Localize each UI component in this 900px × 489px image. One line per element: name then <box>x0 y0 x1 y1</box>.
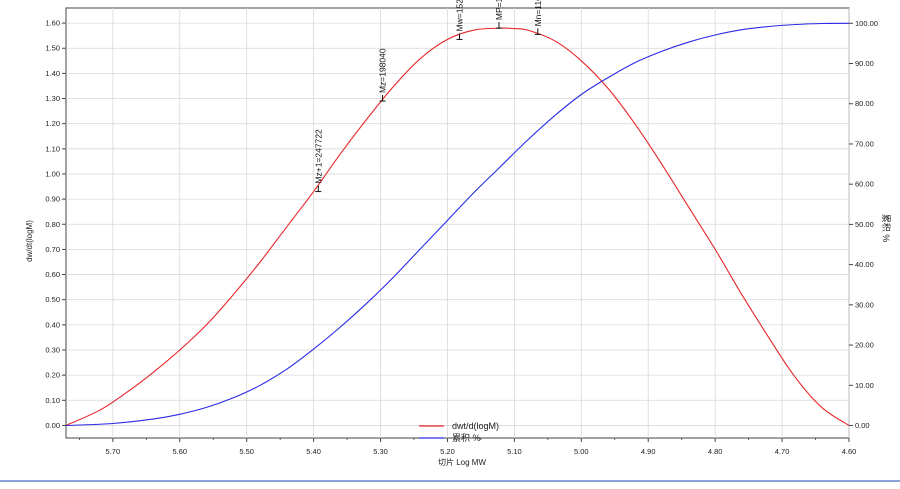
x-tick-label: 5.10 <box>507 447 522 456</box>
axis-layer: 5.70 5.60 5.50 5.40 5.30 5.20 5.10 5.00 4.90 4.80… <box>45 19 878 456</box>
y-right-tick-label: 10.00 <box>855 381 874 390</box>
x-tick-label: 5.60 <box>172 447 187 456</box>
series-layer <box>65 22 850 427</box>
y-left-tick-label: 0.10 <box>45 396 60 405</box>
y-left-tick-label: 0.80 <box>45 220 60 229</box>
x-tick-label: 5.40 <box>306 447 321 456</box>
y-left-tick-label: 0.00 <box>45 421 60 430</box>
y-left-tick-label: 0.50 <box>45 295 60 304</box>
y-left-tick-label: 0.20 <box>45 371 60 380</box>
grid <box>66 8 850 438</box>
y-left-tick-label: 0.70 <box>45 245 60 254</box>
y-left-tick-label: 0.90 <box>45 195 60 204</box>
x-tick-label: 4.90 <box>641 447 656 456</box>
x-tick-label: 5.30 <box>373 447 388 456</box>
y-right-tick-label: 30.00 <box>855 300 874 309</box>
x-tick-label: 5.00 <box>574 447 589 456</box>
marker-label: Mn=116218 <box>533 0 543 26</box>
y-right-tick-label: 20.00 <box>855 341 874 350</box>
y-right-tick-label: 0.00 <box>855 421 870 430</box>
x-tick-label: 5.50 <box>239 447 254 456</box>
x-tick-label: 4.60 <box>842 447 857 456</box>
y-right-tick-label: 100.00 <box>855 19 878 28</box>
y-axis-right-label: 累积 % <box>881 214 892 243</box>
y-left-tick-label: 1.00 <box>45 169 60 178</box>
marker-label: MP=132875 <box>494 0 504 20</box>
y-left-tick-label: 0.30 <box>45 345 60 354</box>
x-tick-label: 5.70 <box>106 447 121 456</box>
legend: dwt/d(logM) 累积 % <box>419 421 499 443</box>
y-right-tick-label: 70.00 <box>855 139 874 148</box>
y-left-tick-label: 0.40 <box>45 320 60 329</box>
x-tick-label: 4.80 <box>708 447 723 456</box>
y-right-tick-label: 50.00 <box>855 220 874 229</box>
y-right-tick-label: 80.00 <box>855 99 874 108</box>
y-left-tick-label: 1.60 <box>45 19 60 28</box>
marker-label: Mw=152104 <box>455 0 465 31</box>
legend-label-dwt: dwt/d(logM) <box>452 421 499 431</box>
y-left-tick-label: 1.50 <box>45 44 60 53</box>
series-line-cumulative <box>65 22 850 427</box>
y-left-tick-label: 0.60 <box>45 270 60 279</box>
x-tick-label: 4.70 <box>775 447 790 456</box>
y-axis-left-label: dw/dt(logM) <box>25 220 34 262</box>
y-right-tick-label: 60.00 <box>855 180 874 189</box>
y-right-tick-label: 40.00 <box>855 260 874 269</box>
x-tick-label: 5.20 <box>440 447 455 456</box>
y-left-tick-label: 1.10 <box>45 144 60 153</box>
legend-label-cumulative: 累积 % <box>452 432 481 443</box>
marker-label: Mz+1=247722 <box>313 129 323 184</box>
y-left-tick-label: 1.30 <box>45 94 60 103</box>
marker-label: Mz=198040 <box>378 48 388 93</box>
x-axis-label: 切片 Log MW <box>438 457 486 467</box>
y-left-tick-label: 1.40 <box>45 69 60 78</box>
y-left-tick-label: 1.20 <box>45 119 60 128</box>
y-right-tick-label: 90.00 <box>855 59 874 68</box>
marker-layer: Mz+1=247722 Mz=198040 Mw=152104 MP=132875 Mn… <box>313 0 543 193</box>
series-line-dwt <box>65 27 850 426</box>
plot-area <box>65 7 850 439</box>
